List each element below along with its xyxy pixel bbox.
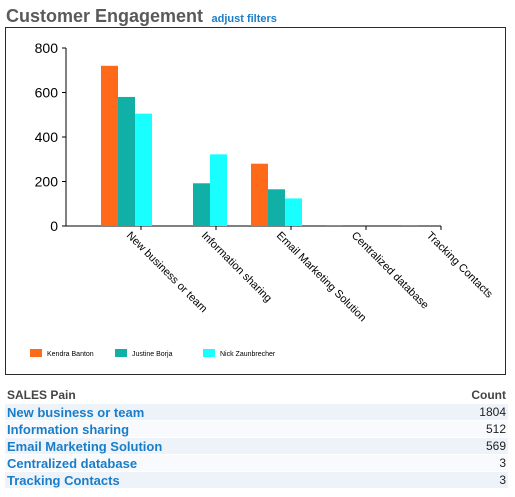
bar — [118, 96, 135, 226]
x-category-label: Tracking Contacts — [424, 230, 495, 301]
bar — [101, 65, 118, 226]
y-tick-label: 400 — [35, 129, 59, 145]
bar — [401, 225, 418, 226]
row-name-link[interactable]: Tracking Contacts — [5, 471, 410, 488]
y-tick-label: 800 — [35, 40, 59, 56]
page-title: Customer Engagement — [6, 6, 204, 26]
y-tick-label: 0 — [50, 218, 58, 234]
y-tick-label: 200 — [35, 174, 59, 190]
x-category-label: New business or team — [124, 230, 209, 315]
table-row: Tracking Contacts 3 — [5, 471, 508, 488]
table-row: Information sharing 512 — [5, 420, 508, 438]
y-tick-label: 600 — [35, 85, 59, 101]
column-header-count: Count — [471, 388, 506, 402]
bar — [193, 183, 210, 226]
bar — [326, 225, 343, 226]
table-row: Email Marketing Solution 569 — [5, 437, 508, 455]
legend-label: Justine Borja — [132, 351, 173, 358]
row-count: 512 — [409, 420, 508, 438]
row-count: 3 — [409, 471, 508, 488]
bar — [268, 189, 285, 226]
sales-pain-table: SALES Pain Count New business or team 18… — [5, 387, 508, 488]
bar — [210, 154, 227, 226]
legend-swatch — [115, 349, 127, 357]
bar — [251, 163, 268, 226]
legend-swatch — [203, 349, 215, 357]
table-row: New business or team 1804 — [5, 403, 508, 421]
row-name-link[interactable]: Centralized database — [5, 454, 410, 472]
x-category-label: Centralized database — [349, 230, 431, 312]
row-count: 569 — [409, 437, 508, 455]
adjust-filters-link[interactable]: adjust filters — [211, 13, 277, 25]
row-count: 1804 — [409, 403, 508, 421]
x-category-label: Email Marketing Solution — [274, 230, 369, 325]
legend-label: Nick Zaunbrecher — [220, 351, 276, 358]
column-header-sales-pain: SALES Pain — [7, 388, 76, 402]
row-name-link[interactable]: New business or team — [5, 403, 410, 421]
row-count: 3 — [409, 454, 508, 472]
row-name-link[interactable]: Email Marketing Solution — [5, 437, 410, 455]
page-header: Customer Engagement adjust filters — [6, 6, 277, 30]
table-header-row: SALES Pain Count — [5, 387, 508, 404]
row-name-link[interactable]: Information sharing — [5, 420, 410, 438]
legend-label: Kendra Banton — [47, 351, 94, 358]
bar-chart: 0 200 400 600 800 New business or teamInforma… — [30, 40, 495, 358]
chart-panel: 0 200 400 600 800 New business or team Informa… — [5, 27, 506, 375]
x-category-label: Information sharing — [199, 230, 274, 305]
bar — [135, 113, 152, 226]
legend-swatch — [30, 349, 42, 357]
bar — [285, 198, 302, 226]
table-row: Centralized database 3 — [5, 454, 508, 472]
